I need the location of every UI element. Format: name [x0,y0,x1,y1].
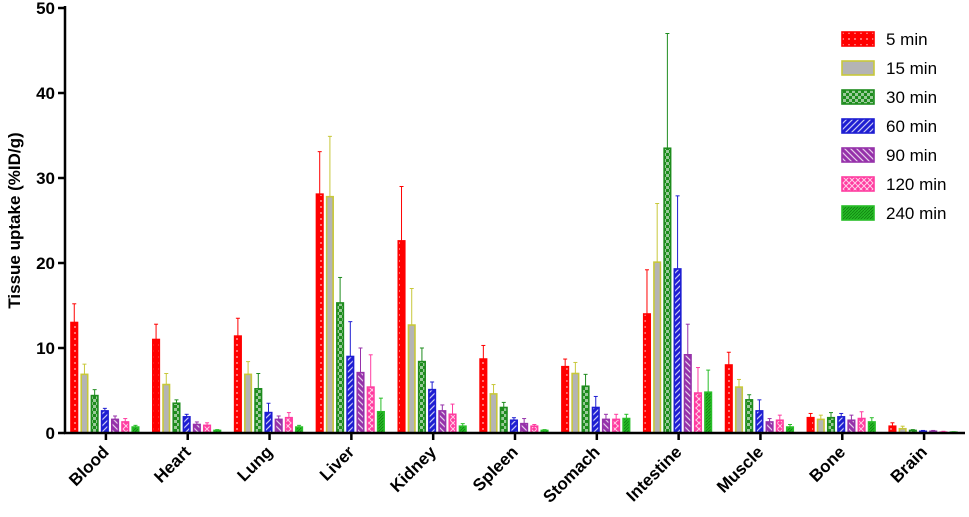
bar-bone-2 [826,416,836,434]
bar-kidney-3 [428,388,437,434]
bar-intestine-6 [704,391,713,434]
bar-bone-0 [806,416,815,434]
bar-blood-3 [100,410,109,434]
bar-lung-0 [233,335,242,434]
bar-bone-4 [847,419,856,434]
bar-intestine-2 [663,147,672,434]
x-tick-label-muscle: Muscle [713,442,767,496]
bar-blood-5 [121,421,130,434]
bar-lung-2 [254,387,263,434]
bar-kidney-5 [448,413,457,434]
bar-stomach-0 [561,365,570,434]
y-axis-label: Tissue uptake (%ID/g) [5,132,24,308]
bar-bone-6 [867,421,876,434]
bar-lung-1 [244,373,253,434]
legend: 5 min 15 min 30 min 60 min 90 min 120 min 240 … [841,30,946,223]
bar-spleen-1 [489,393,498,434]
legend-label-2: 30 min [886,88,937,107]
bar-liver-2 [336,302,345,434]
bar-lung-3 [264,411,273,434]
bar-heart-1 [162,383,171,434]
legend-swatch-1 [841,60,875,76]
bar-spleen-4 [520,422,529,434]
legend-label-0: 5 min [886,30,928,49]
bar-bone-5 [857,417,866,434]
legend-swatch-5 [841,176,875,192]
y-tick-label-0: 0 [46,424,55,443]
bar-muscle-5 [775,419,784,434]
x-tick-label-kidney: Kidney [386,442,440,496]
bar-stomach-2 [581,385,590,434]
bar-lung-5 [284,416,293,434]
bar-stomach-6 [622,417,631,434]
bar-intestine-4 [683,353,692,434]
legend-swatch-0 [841,31,875,47]
x-tick-label-stomach: Stomach [539,442,603,506]
legend-label-6: 240 min [886,204,946,223]
bar-blood-0 [70,321,79,434]
legend-swatch-3 [841,118,875,134]
x-tick-label-intestine: Intestine [623,442,686,505]
bar-liver-3 [346,355,355,434]
x-tick-label-heart: Heart [150,442,194,486]
bar-stomach-3 [591,406,600,434]
bar-kidney-1 [407,324,416,434]
bar-heart-4 [192,423,201,434]
y-tick-label-20: 20 [36,254,55,273]
y-tick-label-40: 40 [36,84,55,103]
bar-intestine-3 [673,268,682,434]
bar-intestine-1 [653,261,662,434]
bar-muscle-1 [734,386,744,434]
bar-blood-2 [90,394,99,434]
bar-liver-0 [315,193,324,434]
bar-blood-1 [80,373,89,434]
bar-spleen-0 [479,358,488,434]
bar-muscle-2 [745,399,754,434]
legend-swatch-6 [841,205,875,221]
bar-muscle-3 [755,410,764,434]
legend-label-1: 15 min [886,59,937,78]
bar-liver-1 [325,195,334,434]
bar-intestine-5 [693,392,703,434]
y-tick-label-10: 10 [36,339,55,358]
bar-liver-6 [376,410,385,434]
bar-stomach-4 [601,418,611,434]
legend-swatch-4 [841,147,875,163]
bar-heart-0 [152,338,161,434]
x-tick-label-bone: Bone [806,442,849,485]
bar-liver-5 [366,386,375,434]
x-tick-label-blood: Blood [65,442,112,489]
y-tick-label-30: 30 [36,169,55,188]
legend-swatch-2 [841,89,875,105]
bar-kidney-0 [397,240,406,434]
legend-label-5: 120 min [886,175,946,194]
bar-intestine-0 [642,313,652,434]
bar-lung-4 [274,418,283,434]
x-tick-label-brain: Brain [887,442,931,486]
bar-kidney-4 [438,410,447,434]
x-tick-label-liver: Liver [316,442,358,484]
bar-blood-4 [111,418,120,434]
x-tick-label-lung: Lung [234,442,277,485]
bar-muscle-4 [765,421,774,434]
y-tick-label-50: 50 [36,0,55,18]
bar-heart-3 [182,416,191,434]
bar-bone-1 [816,418,825,434]
bar-stomach-5 [612,418,621,434]
bar-heart-2 [172,402,181,434]
legend-label-4: 90 min [886,146,937,165]
bar-muscle-0 [724,364,733,434]
bar-bone-3 [837,416,846,434]
x-tick-label-spleen: Spleen [469,442,522,495]
bar-spleen-3 [509,419,518,434]
bar-spleen-2 [499,406,508,434]
bar-kidney-2 [417,360,426,434]
bar-liver-4 [356,371,365,434]
bar-stomach-1 [571,372,580,434]
legend-label-3: 60 min [886,117,937,136]
bars-layer [70,33,958,434]
